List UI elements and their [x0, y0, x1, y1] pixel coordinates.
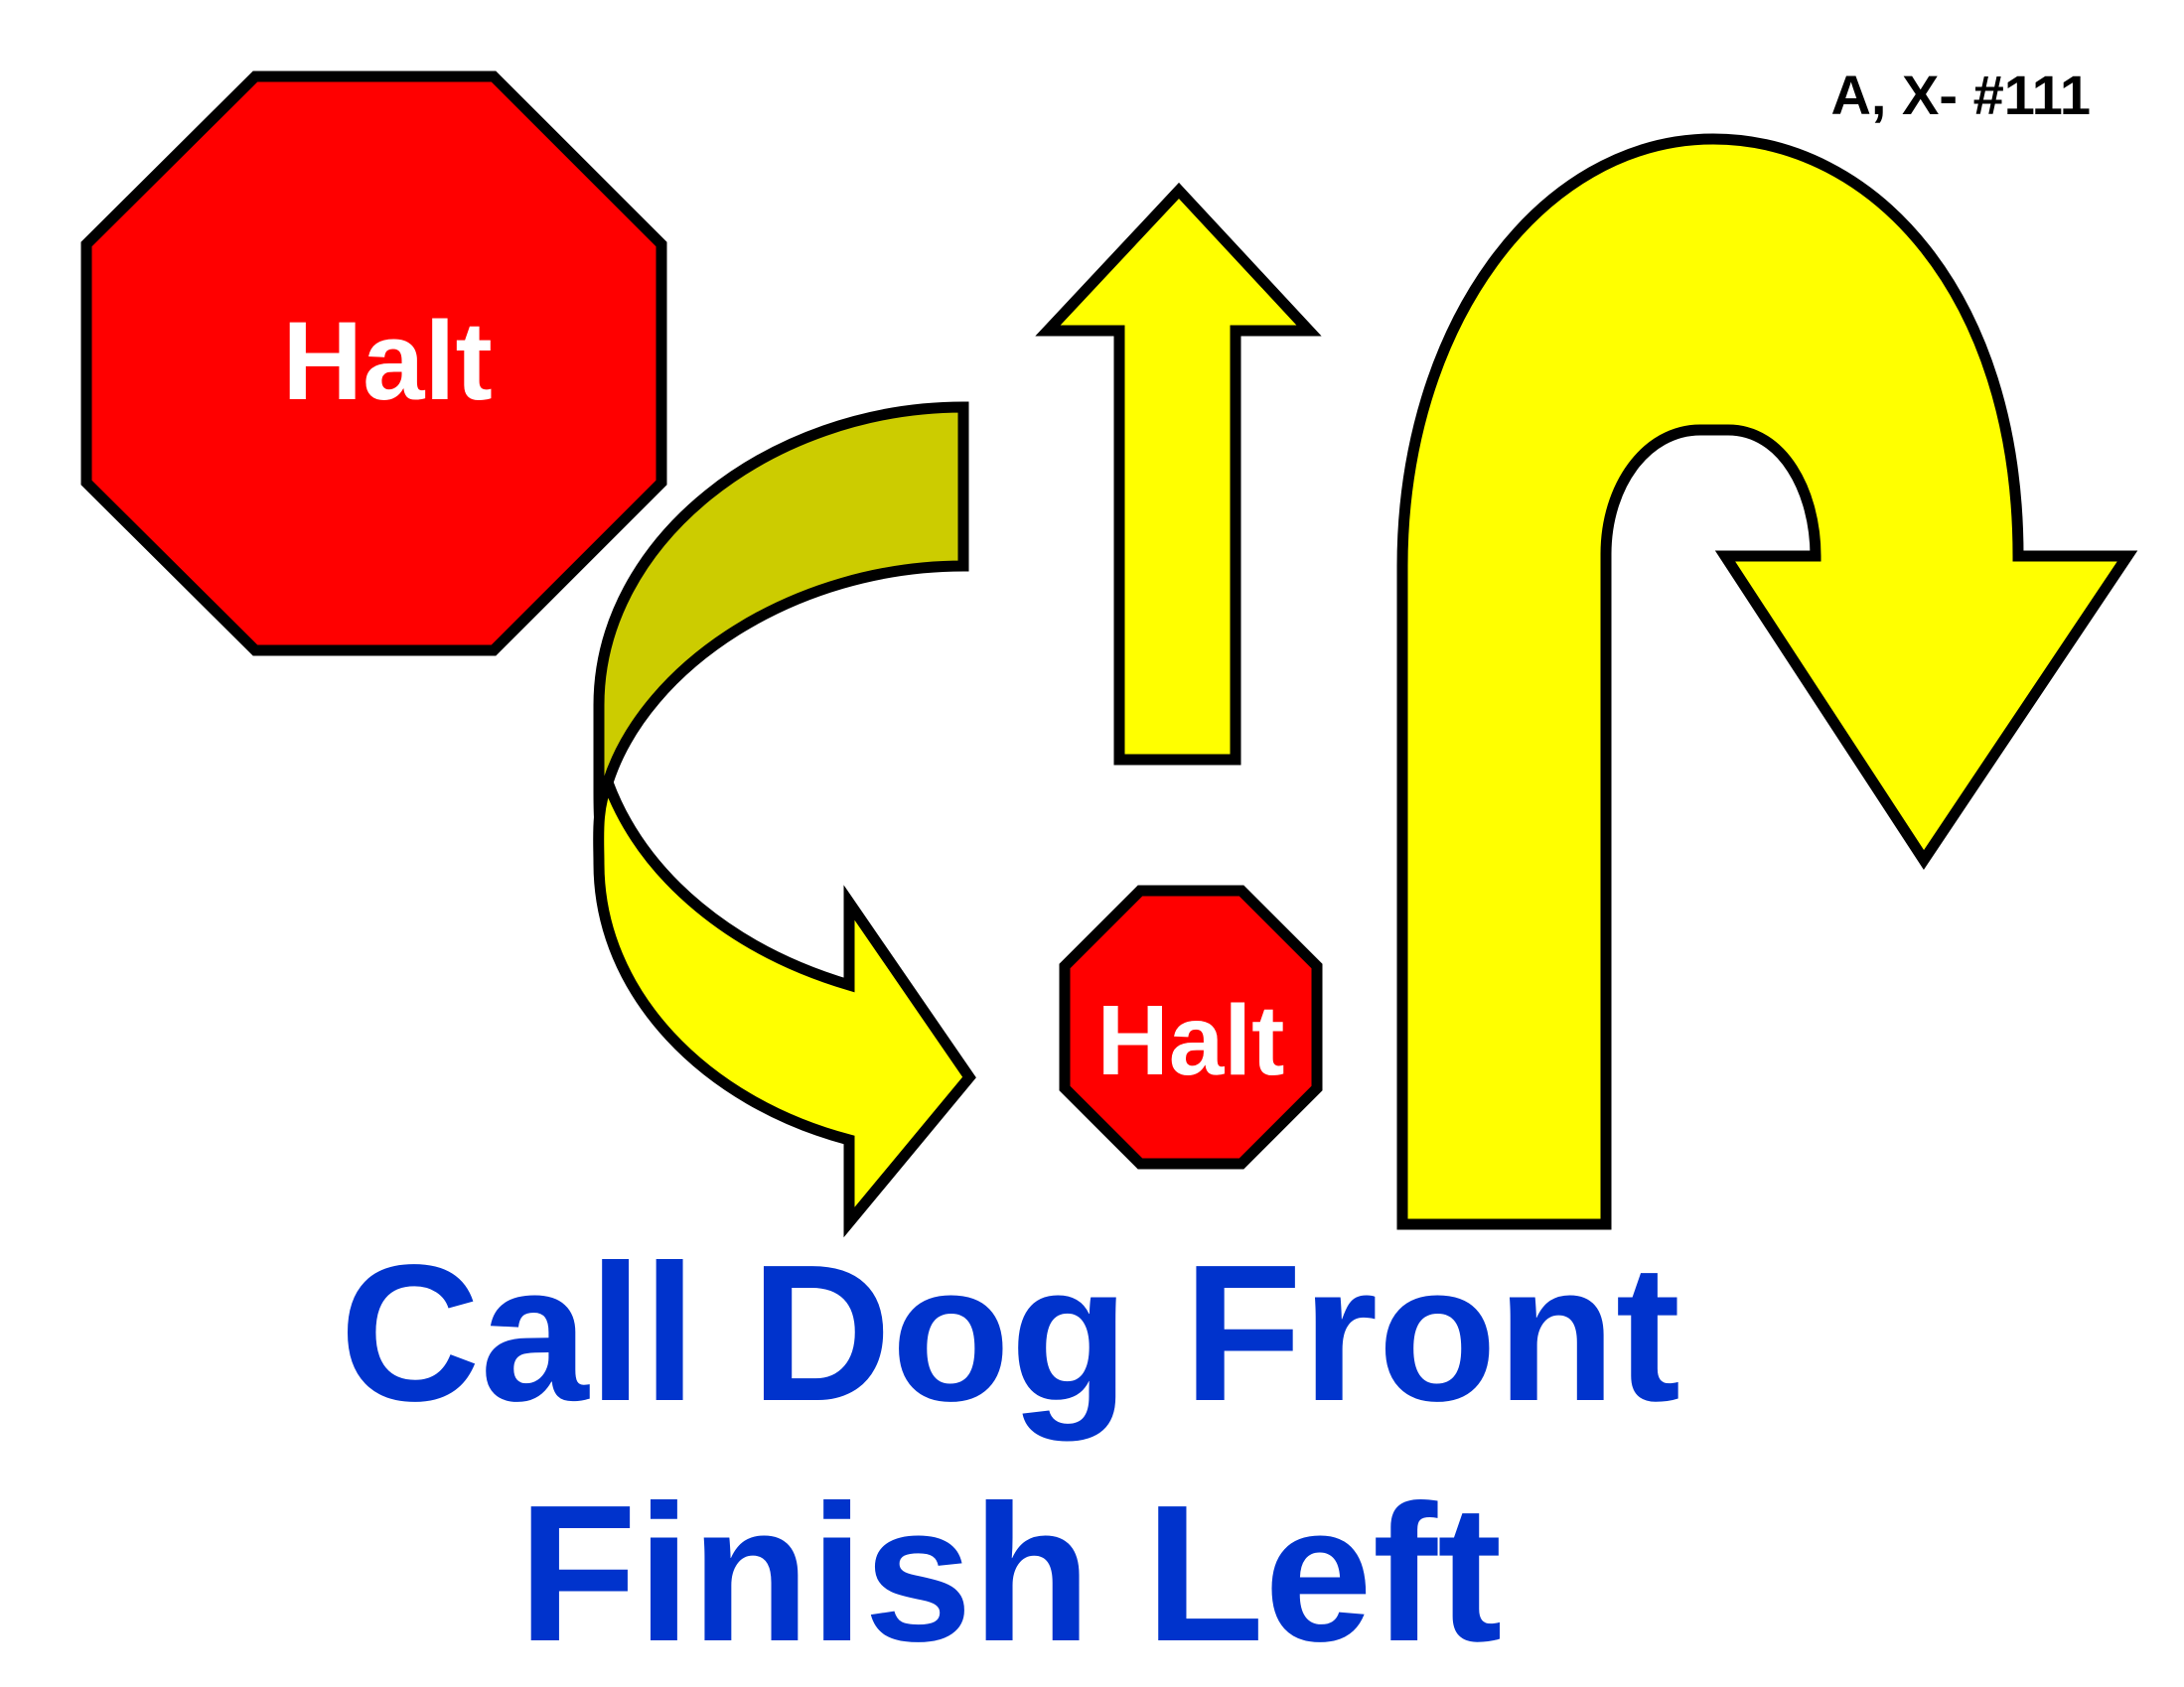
halt-label-large: Halt	[282, 299, 493, 423]
curved-arrow	[593, 401, 976, 1238]
halt-label-small: Halt	[1097, 985, 1285, 1096]
title-line-1: Call Dog Front	[340, 1224, 1680, 1442]
stop-sign-icon	[1059, 885, 1323, 1170]
small-stop-sign: Halt	[1059, 885, 1323, 1170]
stop-sign-icon	[80, 70, 667, 656]
straight-up-arrow-icon	[1035, 182, 1322, 766]
sign-id-label: A, X- #111	[1830, 64, 2091, 126]
title-line-2: Finish Left	[518, 1465, 1503, 1682]
large-stop-sign: Halt	[80, 70, 667, 656]
curved-arrow-icon	[593, 768, 976, 1238]
u-turn-arrow-icon	[1396, 133, 2138, 1230]
